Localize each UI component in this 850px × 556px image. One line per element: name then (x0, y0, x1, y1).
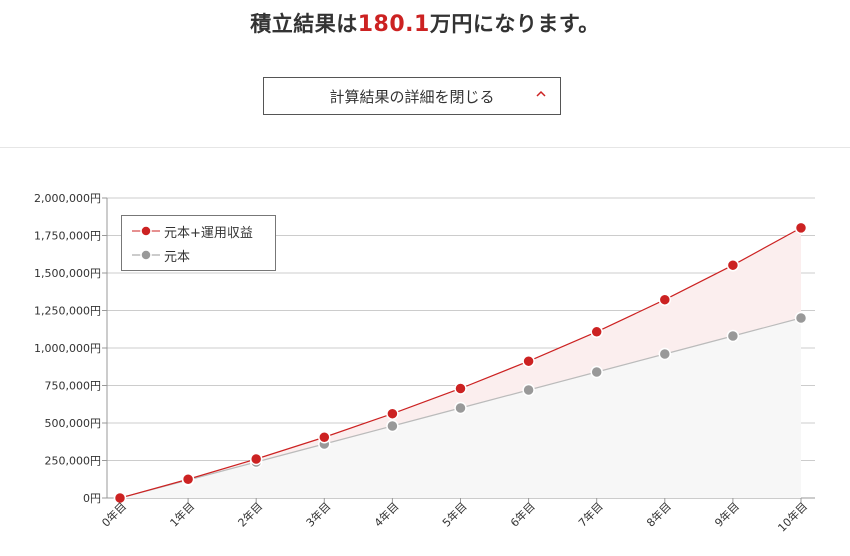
legend-item-principal[interactable]: 元本 (132, 246, 191, 265)
toggle-details-label: 計算結果の詳細を閉じる (329, 87, 495, 106)
section-divider (0, 147, 850, 148)
data-point-principal (726, 329, 740, 343)
toggle-details-button[interactable]: 計算結果の詳細を閉じる (263, 77, 561, 115)
x-tick-label: 8年目 (644, 499, 674, 529)
data-point-principal (386, 419, 399, 433)
legend-marker-principal (132, 249, 160, 261)
data-point-total (113, 491, 127, 505)
data-point-total (249, 452, 263, 466)
y-tick-label: 1,000,000円 (34, 342, 101, 355)
x-tick-label: 1年目 (167, 499, 197, 529)
x-tick-label: 4年目 (371, 499, 401, 529)
x-tick-label: 3年目 (303, 499, 333, 529)
data-point-principal (658, 347, 672, 361)
data-point-principal (454, 401, 467, 415)
data-point-total (658, 293, 672, 306)
y-tick-label: 750,000円 (45, 380, 102, 393)
y-tick-label: 500,000円 (45, 417, 102, 430)
headline-suffix: 万円になります。 (429, 12, 600, 36)
data-point-principal (794, 311, 808, 325)
data-point-principal (590, 365, 603, 379)
y-tick-label: 250,000円 (45, 455, 102, 468)
legend-item-total[interactable]: 元本+運用収益 (132, 222, 253, 241)
chart-legend: 元本+運用収益 元本 (121, 215, 276, 271)
legend-marker-total (132, 225, 160, 237)
data-point-total (522, 354, 535, 368)
x-tick-label: 6年目 (507, 499, 537, 529)
y-tick-label: 1,250,000円 (34, 305, 101, 318)
x-tick-label: 5年目 (439, 499, 469, 529)
legend-label-total: 元本+運用収益 (164, 225, 253, 241)
data-point-total (386, 407, 399, 420)
data-point-total (181, 473, 195, 486)
result-amount: 180.1 (357, 12, 430, 37)
y-tick-label: 1,500,000円 (34, 267, 101, 280)
data-point-total (794, 221, 808, 235)
x-tick-label: 0年目 (99, 499, 129, 529)
y-tick-label: 1,750,000円 (34, 230, 101, 243)
legend-label-principal: 元本 (164, 249, 191, 265)
x-tick-label: 9年目 (712, 499, 742, 529)
y-tick-label: 0円 (83, 492, 101, 505)
headline-prefix: 積立結果は (250, 12, 358, 36)
y-axis-ticks: 0円 250,000円 500,000円 750,000円 1,000,000円 1,25… (34, 192, 101, 505)
data-point-total (726, 258, 740, 272)
x-tick-label: 7年目 (575, 499, 605, 529)
chevron-up-icon (536, 90, 546, 97)
data-point-total (590, 325, 603, 339)
x-tick-label: 10年目 (775, 499, 810, 534)
result-headline: 積立結果は180.1万円になります。 (0, 8, 850, 38)
data-point-principal (522, 383, 535, 397)
y-tick-label: 2,000,000円 (34, 192, 101, 205)
chart-points (113, 221, 808, 505)
data-point-total (318, 431, 331, 444)
accumulation-chart: 0円 250,000円 500,000円 750,000円 1,000,000円 1,25… (34, 192, 815, 535)
x-axis-ticks: 0年目 1年目 2年目 3年目 4年目 5年目 6年目 7年目 8年目 9年目 10年目 (99, 499, 810, 534)
x-tick-label: 2年目 (235, 499, 265, 529)
data-point-total (454, 382, 467, 395)
